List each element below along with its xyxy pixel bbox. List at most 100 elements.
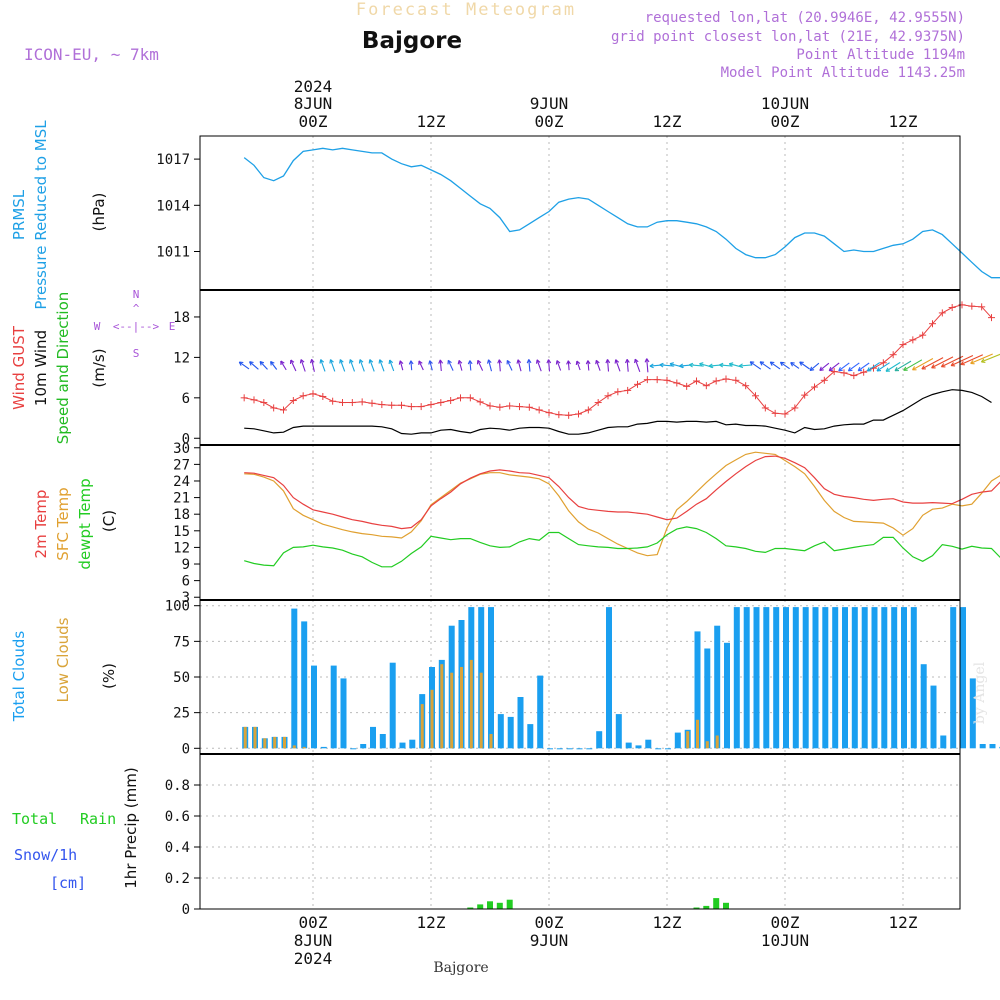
y-tick-label: 0.6 bbox=[165, 809, 190, 825]
time-label: 2024 bbox=[294, 77, 333, 96]
wind-direction-arrow bbox=[238, 361, 250, 370]
gust-marker bbox=[673, 379, 681, 387]
wind-direction-arrow bbox=[819, 362, 830, 372]
precip-unit: 1hr Precip (mm) bbox=[122, 767, 140, 888]
wind-direction-arrow bbox=[809, 362, 820, 372]
gust-marker bbox=[663, 376, 671, 384]
gust-marker bbox=[791, 404, 799, 412]
wind-direction-arrow bbox=[903, 359, 923, 371]
wind-direction-arrow bbox=[249, 361, 259, 370]
gust-marker bbox=[427, 401, 435, 409]
gust-marker bbox=[978, 303, 986, 311]
gust-marker bbox=[879, 359, 887, 367]
gust-marker bbox=[860, 368, 868, 376]
y-tick-label: 0 bbox=[182, 431, 190, 447]
total-cloud-bar bbox=[586, 748, 593, 750]
gust-marker bbox=[988, 314, 995, 322]
gust-marker bbox=[712, 377, 720, 385]
gust-marker bbox=[447, 397, 455, 405]
y-tick-label: 12 bbox=[173, 540, 190, 556]
cloud-y-ticks: 0 25 50 75 100 bbox=[165, 599, 960, 757]
precip-bars bbox=[200, 898, 960, 910]
wind-gust-label: Wind GUST bbox=[10, 325, 28, 410]
gust-marker bbox=[771, 409, 779, 417]
gust-marker bbox=[348, 399, 356, 407]
total-cloud-bar bbox=[733, 607, 740, 749]
precip-y-ticks: 0 0.2 0.4 0.6 0.8 bbox=[165, 778, 960, 918]
time-label: 00Z bbox=[299, 913, 328, 932]
rain-bar bbox=[467, 907, 474, 909]
wind-panel-labels: Wind GUST 10m Wind Speed and Direction (… bbox=[10, 292, 108, 445]
wind-direction-arrow bbox=[912, 358, 934, 371]
low-cloud-bar bbox=[420, 704, 424, 749]
wind-direction-arrow bbox=[309, 358, 315, 372]
total-cloud-bar bbox=[704, 648, 711, 749]
total-cloud-bar bbox=[576, 748, 583, 750]
total-cloud-bar bbox=[979, 744, 986, 749]
y-tick-label: 1014 bbox=[156, 198, 190, 214]
time-label: 9JUN bbox=[530, 94, 569, 113]
pressure-panel-labels: PRMSL Pressure Reduced to MSL (hPa) bbox=[10, 120, 108, 310]
wind-direction-arrow bbox=[894, 360, 912, 372]
wind-direction-arrow bbox=[595, 359, 601, 371]
total-cloud-bar bbox=[596, 731, 603, 749]
wind-direction-arrow bbox=[339, 359, 346, 372]
gust-marker bbox=[250, 396, 258, 404]
gust-marker bbox=[486, 402, 494, 410]
y-tick-label: 6 bbox=[182, 574, 190, 590]
location-title: Bajgore bbox=[362, 28, 462, 54]
low-cloud-bar bbox=[715, 735, 719, 749]
gust-marker bbox=[781, 410, 789, 418]
rain-bar bbox=[487, 901, 493, 910]
temp-panel-labels: 2m Temp SFC Temp dewpt Temp (C) bbox=[32, 478, 118, 569]
total-cloud-bar bbox=[851, 607, 858, 749]
gust-marker bbox=[938, 309, 946, 317]
total-cloud-bar bbox=[625, 742, 632, 749]
wind-direction-arrow bbox=[555, 360, 562, 371]
precip-snow-unit: [cm] bbox=[50, 874, 86, 892]
low-cloud-bar bbox=[440, 664, 444, 749]
y-tick-label: 15 bbox=[173, 524, 190, 540]
wind-direction-arrow bbox=[960, 354, 984, 366]
y-tick-label: 50 bbox=[173, 670, 190, 686]
wind-direction-arrow bbox=[438, 359, 444, 372]
gust-marker bbox=[289, 397, 297, 405]
wind-direction-arrow bbox=[769, 361, 781, 370]
total-cloud-bar bbox=[901, 607, 907, 749]
gust-marker bbox=[525, 403, 533, 411]
grid-lines bbox=[312, 136, 904, 909]
low-cloud-bar bbox=[292, 745, 296, 749]
wind-direction-arrow bbox=[634, 358, 641, 372]
gust-marker bbox=[476, 398, 484, 406]
wind-direction-arrow bbox=[280, 360, 287, 371]
wind-direction-arrow bbox=[299, 359, 306, 372]
wind-direction-arrow bbox=[838, 362, 850, 372]
low-cloud-bar bbox=[705, 741, 709, 749]
wind-direction-arrow bbox=[931, 356, 954, 369]
total-cloud-bar bbox=[360, 744, 367, 749]
total-cloud-bar bbox=[291, 608, 298, 749]
panel-frame bbox=[199, 753, 961, 910]
gust-marker bbox=[899, 341, 907, 349]
total-cloud-bar bbox=[763, 607, 770, 749]
time-label: 8JUN bbox=[294, 94, 333, 113]
chart-title: Forecast Meteogram bbox=[356, 0, 576, 20]
low-cloud-bar bbox=[489, 734, 493, 749]
low-cloud-bar bbox=[273, 736, 277, 749]
wind-direction-arrow bbox=[319, 359, 326, 372]
compass-ns-arrow: ^ bbox=[133, 302, 140, 315]
precip-rain-label: Rain bbox=[80, 810, 116, 828]
wind-gust-markers bbox=[240, 301, 995, 419]
wind-direction-arrow bbox=[828, 362, 840, 372]
time-label: 10JUN bbox=[761, 931, 809, 950]
y-tick-label: 1011 bbox=[156, 245, 190, 261]
total-cloud-bar bbox=[350, 748, 357, 750]
precip-panel-labels: Total Rain Snow/1h [cm] 1hr Precip (mm) bbox=[12, 767, 140, 892]
wind-direction-arrow bbox=[506, 359, 513, 371]
y-tick-label: 0 bbox=[182, 741, 190, 757]
wind-speed-dir-label: Speed and Direction bbox=[54, 292, 72, 445]
total-cloud-bar bbox=[743, 607, 750, 749]
total-cloud-bar bbox=[842, 607, 848, 749]
gust-marker bbox=[653, 376, 661, 384]
low-cloud-bar bbox=[283, 736, 286, 749]
